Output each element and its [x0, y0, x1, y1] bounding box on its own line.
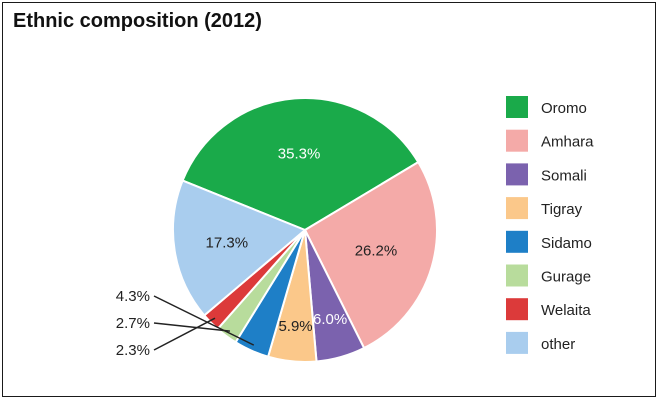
value-label-sidamo: 4.3% [116, 288, 150, 305]
legend-label-gurage: Gurage [541, 269, 591, 286]
value-labels: 35.3% 26.2% 6.0%5.9% 4.3% 2.7% 2.3% 17.3% [116, 146, 397, 359]
leader-line-welaita [153, 317, 216, 351]
legend-swatch-oromo [506, 96, 528, 118]
value-label-somali: 6.0% [313, 311, 347, 328]
legend-swatch-tigray [506, 197, 528, 220]
legend-label-oromo: Oromo [541, 100, 587, 117]
chart-title: Ethnic composition (2012) [13, 10, 262, 32]
pie-slice-other [172, 179, 307, 317]
value-label-gurage: 2.7% [116, 315, 150, 332]
pie-slices [172, 97, 438, 363]
legend-label-other: other [541, 336, 575, 353]
value-label-welaita: 2.3% [116, 342, 150, 359]
legend-label-sidamo: Sidamo [541, 235, 592, 252]
legend-label-amhara: Amhara [541, 134, 594, 151]
legend-label-welaita: Welaita [541, 302, 591, 319]
legend-label-tigray: Tigray [541, 201, 583, 218]
legend-swatch-gurage [506, 264, 528, 287]
value-label-other: 17.3% [206, 235, 249, 252]
value-label-tigray: 5.9% [278, 318, 312, 335]
legend-swatch-sidamo [506, 230, 528, 253]
pie-slice-amhara [303, 160, 438, 350]
legend-swatch-amhara [506, 129, 528, 152]
legend-label-somali: Somali [541, 167, 587, 184]
value-label-amhara: 26.2% [355, 243, 398, 260]
legend: Oromo Amhara Somali Tigray Sidamo Gurage Welai… [506, 96, 594, 354]
value-label-oromo: 35.3% [278, 146, 321, 163]
legend-swatch-welaita [506, 298, 528, 321]
legend-swatch-somali [506, 163, 528, 186]
leader-line-gurage [153, 322, 230, 332]
legend-swatch-other [506, 331, 528, 354]
leader-line-sidamo [153, 295, 255, 346]
leader-lines [153, 295, 255, 351]
